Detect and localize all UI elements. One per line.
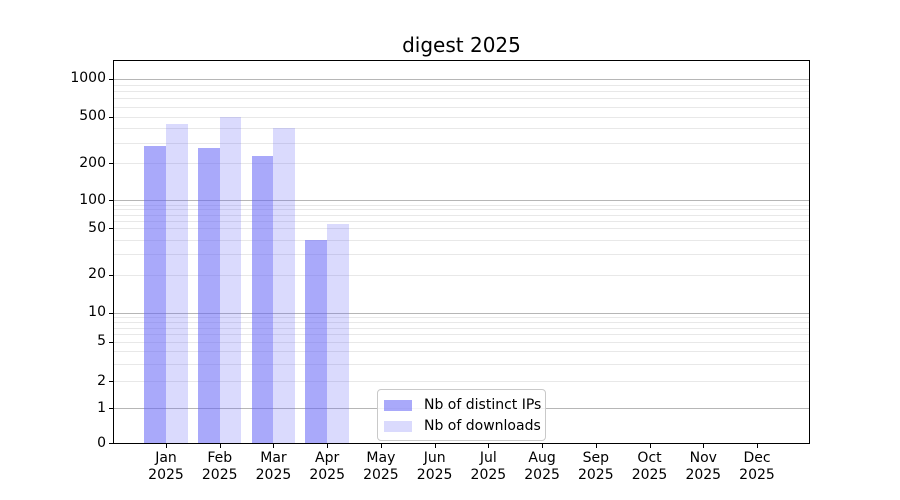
chart-title: digest 2025: [402, 33, 521, 57]
y-tick-label: 500: [79, 108, 106, 125]
bar-distinct-ips: [144, 146, 166, 443]
gridline-minor: [114, 106, 809, 108]
gridline-minor: [114, 204, 809, 206]
gridline-minor: [114, 363, 809, 365]
gridline-minor: [114, 327, 809, 329]
x-tick-label: Jun 2025: [416, 450, 453, 483]
gridline-major: [114, 78, 809, 80]
gridline-minor-labeled: [114, 274, 809, 276]
x-tick-label: Jan 2025: [148, 450, 184, 483]
gridline-minor-labeled: [114, 116, 809, 118]
x-tick-label: Aug 2025: [524, 450, 560, 483]
bar-downloads: [327, 223, 349, 443]
gridline-minor: [114, 214, 809, 216]
bar-downloads: [166, 124, 188, 443]
bar-distinct-ips: [305, 239, 328, 443]
gridline-minor: [114, 220, 809, 222]
x-tick-mark: [650, 444, 651, 448]
x-tick-mark: [273, 444, 274, 448]
x-tick-mark: [327, 444, 328, 448]
x-tick-label: Oct 2025: [631, 450, 668, 483]
legend: Nb of distinct IPs Nb of downloads: [377, 389, 546, 441]
y-tick-label: 5: [97, 333, 106, 350]
y-tick-label: 50: [88, 219, 106, 236]
gridline-minor-labeled: [114, 163, 809, 165]
y-tick-label: 100: [79, 191, 106, 208]
y-tick-label: 20: [88, 266, 106, 283]
x-tick-label: Jul 2025: [470, 450, 507, 483]
gridline-minor: [114, 254, 809, 256]
y-tick-mark: [109, 163, 113, 164]
gridline-minor-labeled: [114, 228, 809, 230]
y-tick-mark: [109, 381, 113, 382]
y-tick-label: 1000: [70, 70, 106, 87]
bar-distinct-ips: [198, 148, 220, 443]
legend-label-downloads: Nb of downloads: [424, 418, 541, 434]
legend-swatch-distinct-ips-icon: [384, 399, 412, 411]
gridline-minor: [114, 98, 809, 100]
gridline-major: [114, 200, 809, 202]
x-tick-mark: [757, 444, 758, 448]
x-tick-label: Mar 2025: [255, 450, 292, 483]
y-tick-label: 2: [97, 372, 106, 389]
gridline-minor-labeled: [114, 341, 809, 343]
y-tick-mark: [109, 342, 113, 343]
plot-area: [113, 60, 810, 444]
y-tick-label: 10: [88, 304, 106, 321]
x-tick-label: Apr 2025: [309, 450, 345, 483]
gridline-minor: [114, 317, 809, 319]
y-tick-mark: [109, 313, 113, 314]
y-tick-mark: [109, 408, 113, 409]
gridline-minor: [114, 333, 809, 335]
x-tick-mark: [381, 444, 382, 448]
y-tick-mark: [109, 117, 113, 118]
x-tick-mark: [488, 444, 489, 448]
x-tick-label: Nov 2025: [685, 450, 722, 483]
legend-item-distinct-ips: Nb of distinct IPs: [384, 396, 541, 414]
y-tick-label: 1: [97, 399, 106, 416]
x-tick-mark: [220, 444, 221, 448]
x-tick-mark: [542, 444, 543, 448]
y-tick-mark: [109, 200, 113, 201]
gridline-minor-labeled: [114, 381, 809, 383]
gridline-minor: [114, 84, 809, 86]
x-tick-mark: [435, 444, 436, 448]
gridline-minor: [114, 351, 809, 353]
legend-label-distinct-ips: Nb of distinct IPs: [424, 397, 542, 413]
gridline-minor: [114, 239, 809, 241]
bar-downloads: [273, 128, 296, 443]
gridline-minor: [114, 91, 809, 93]
y-tick-label: 0: [97, 434, 106, 451]
gridline-major: [114, 312, 809, 314]
legend-swatch-downloads-icon: [384, 420, 412, 432]
y-tick-mark: [109, 228, 113, 229]
y-tick-mark: [109, 443, 113, 444]
legend-item-downloads: Nb of downloads: [384, 417, 541, 435]
x-tick-mark: [596, 444, 597, 448]
bar-downloads: [219, 116, 242, 443]
bar-distinct-ips: [251, 156, 274, 443]
x-tick-mark: [166, 444, 167, 448]
x-tick-label: May 2025: [363, 450, 399, 483]
y-tick-mark: [109, 79, 113, 80]
gridline-minor: [114, 142, 809, 144]
x-tick-label: Dec 2025: [739, 450, 775, 483]
x-tick-label: Sep 2025: [577, 450, 614, 483]
gridline-minor: [114, 128, 809, 130]
x-tick-label: Feb 2025: [201, 450, 238, 483]
y-tick-label: 200: [79, 154, 106, 171]
gridline-minor: [114, 321, 809, 323]
gridline-minor: [114, 209, 809, 211]
y-tick-mark: [109, 275, 113, 276]
x-tick-mark: [703, 444, 704, 448]
